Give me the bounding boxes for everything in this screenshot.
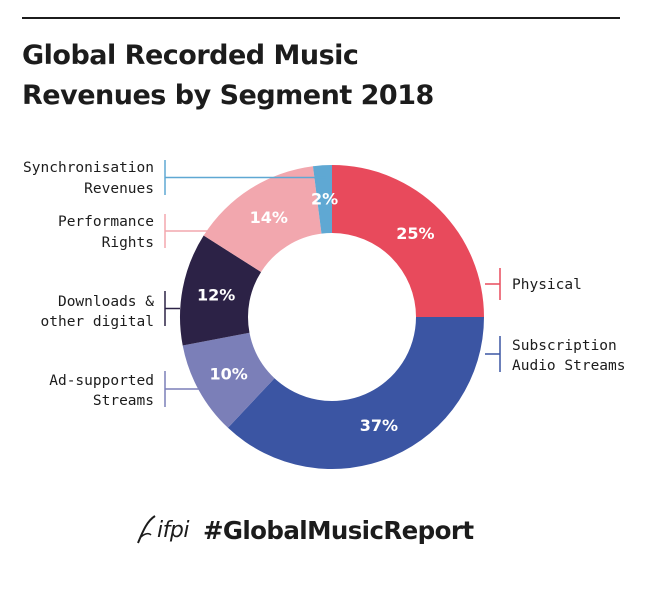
category-label: other digital bbox=[41, 314, 155, 330]
donut-slice bbox=[227, 317, 484, 469]
footer: ifpi #GlobalMusicReport bbox=[135, 510, 474, 550]
donut-slice bbox=[312, 165, 332, 234]
chart-title-line-1: Global Recorded Music bbox=[22, 40, 359, 71]
donut-slice bbox=[179, 235, 262, 346]
donut-slice bbox=[332, 165, 484, 317]
slice-percent-label: 37% bbox=[360, 416, 398, 435]
category-label: Physical bbox=[512, 277, 582, 293]
category-label: Streams bbox=[93, 393, 154, 409]
donut-slice bbox=[182, 332, 275, 428]
category-label: Synchronisation bbox=[23, 160, 154, 176]
slice-percent-label: 12% bbox=[197, 285, 235, 304]
category-label: Audio Streams bbox=[512, 358, 626, 374]
category-label: Revenues bbox=[84, 181, 154, 197]
category-label: Subscription bbox=[512, 338, 617, 354]
chart-title-line-2: Revenues by Segment 2018 bbox=[22, 80, 434, 111]
donut-chart: 25% Physical 37% Subscription Audio Streams 1… bbox=[23, 160, 626, 469]
category-label: Performance bbox=[58, 214, 154, 230]
hashtag: #GlobalMusicReport bbox=[202, 515, 474, 545]
top-rule bbox=[22, 17, 620, 19]
ifpi-logo: ifpi bbox=[135, 513, 189, 547]
chart-title: Global Recorded Music Revenues by Segmen… bbox=[22, 36, 582, 116]
category-label: Ad-supported bbox=[49, 373, 154, 389]
slice-percent-label: 14% bbox=[250, 208, 288, 227]
ifpi-logo-text: ifpi bbox=[157, 517, 189, 543]
category-label: Rights bbox=[102, 235, 154, 251]
category-label: Downloads & bbox=[58, 294, 154, 310]
slice-percent-label: 25% bbox=[396, 224, 434, 243]
slice-percent-label: 10% bbox=[209, 364, 247, 383]
donut-slice bbox=[203, 166, 322, 272]
slice-percent-label: 2% bbox=[311, 190, 338, 209]
ifpi-logo-swoosh-icon bbox=[137, 515, 156, 544]
